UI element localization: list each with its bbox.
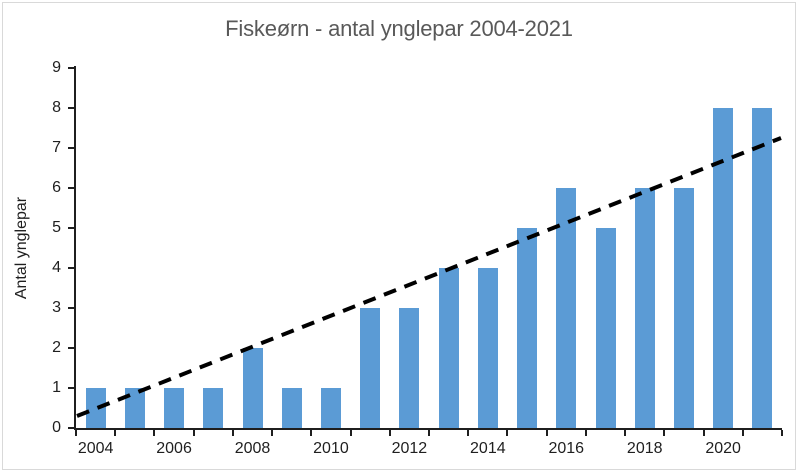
- bar-2013: [438, 268, 459, 428]
- x-axis-tick-label: 2008: [234, 440, 271, 457]
- y-axis-tick: [68, 347, 74, 349]
- y-axis-tick-label: 1: [52, 379, 61, 396]
- y-axis-tick: [68, 267, 74, 269]
- y-axis-title: Antal ynglepar: [13, 196, 30, 300]
- y-axis-tick-label: 2: [52, 339, 61, 356]
- x-axis-tick-label: 2018: [626, 440, 663, 457]
- bar-2019: [673, 188, 694, 428]
- bar-2011: [360, 308, 381, 428]
- x-axis-tick: [624, 430, 627, 436]
- bar-2012: [399, 308, 420, 428]
- bar-2018: [634, 188, 655, 428]
- y-axis-tick-label: 6: [52, 179, 61, 196]
- x-axis-line: [74, 428, 782, 430]
- y-axis-tick-label: 0: [52, 419, 61, 436]
- x-axis-tick: [781, 430, 783, 436]
- y-axis-tick: [68, 227, 74, 229]
- x-axis-tick-label: 2020: [705, 440, 741, 457]
- x-axis-tick-label: 2010: [313, 440, 349, 457]
- y-axis-tick: [68, 147, 74, 149]
- y-axis-tick: [68, 107, 74, 109]
- y-axis-tick: [68, 427, 74, 429]
- y-axis-tick-label: 8: [52, 99, 61, 116]
- y-axis-line: [74, 66, 76, 430]
- x-axis-tick: [663, 430, 666, 436]
- chart-title: Fiskeørn - antal ynglepar 2004-2021: [225, 16, 573, 41]
- bar-2007: [203, 388, 224, 428]
- bar-2006: [164, 388, 185, 428]
- bar-2004: [85, 388, 106, 428]
- x-axis-tick: [349, 430, 352, 436]
- bar-2015: [517, 228, 538, 428]
- y-axis-tick-label: 5: [52, 219, 61, 236]
- x-axis-tick: [467, 430, 470, 436]
- x-axis-tick-label: 2014: [470, 440, 506, 457]
- y-axis-tick-label: 4: [52, 259, 61, 276]
- bar-2014: [477, 268, 498, 428]
- bar-2020: [713, 108, 734, 428]
- x-axis-tick: [75, 430, 77, 436]
- bar-2005: [124, 388, 145, 428]
- x-axis-tick: [310, 430, 313, 436]
- x-axis-tick: [153, 430, 156, 436]
- x-axis-tick: [114, 430, 117, 436]
- bar-2017: [595, 228, 616, 428]
- x-axis-tick: [271, 430, 274, 436]
- x-axis-tick: [428, 430, 430, 436]
- x-axis-tick: [702, 430, 705, 436]
- x-axis-tick: [545, 430, 548, 436]
- y-axis-tick-label: 3: [52, 299, 61, 316]
- x-axis-tick-label: 2004: [77, 440, 114, 457]
- y-axis-tick: [68, 387, 74, 389]
- x-axis-tick: [506, 430, 509, 436]
- bar-2009: [281, 388, 302, 428]
- x-axis-tick: [584, 430, 587, 436]
- bar-2021: [752, 108, 773, 428]
- chart-container: Fiskeørn - antal ynglepar 2004-2021 Anta…: [2, 2, 796, 470]
- y-axis-tick: [68, 67, 74, 69]
- bar-2008: [242, 348, 263, 428]
- x-axis-tick-label: 2016: [548, 440, 585, 457]
- x-axis-tick: [741, 430, 744, 436]
- x-axis-tick: [231, 430, 234, 436]
- bar-2016: [556, 188, 577, 428]
- y-axis-tick-label: 9: [52, 59, 61, 76]
- x-axis-tick-label: 2012: [391, 440, 428, 457]
- x-axis-tick: [388, 430, 391, 436]
- y-axis-tick-label: 7: [52, 139, 61, 156]
- y-axis-tick: [68, 187, 74, 189]
- y-axis-tick: [68, 307, 74, 309]
- x-axis-tick-label: 2006: [156, 440, 192, 457]
- x-axis-tick: [192, 430, 195, 436]
- bar-2010: [320, 388, 341, 428]
